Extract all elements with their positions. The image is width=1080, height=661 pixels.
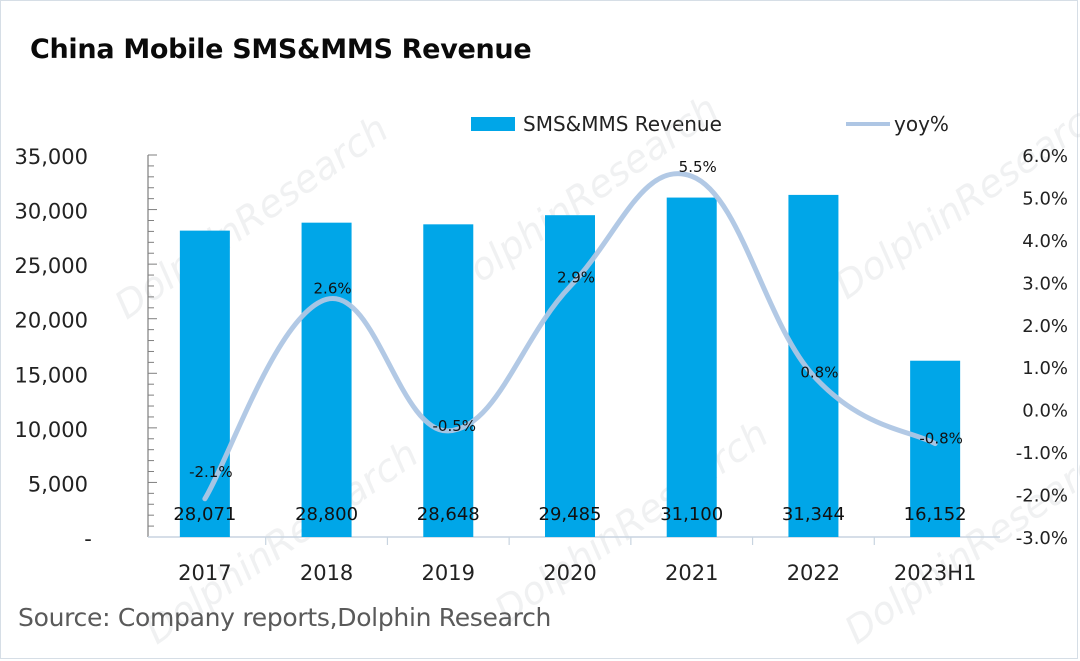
right-tick-label: 3.0%	[1022, 273, 1068, 294]
yoy-data-label: -2.1%	[189, 463, 233, 481]
bar-value-label: 29,485	[539, 504, 602, 525]
yoy-data-label: -0.5%	[433, 417, 477, 435]
right-tick-label: -3.0%	[1016, 528, 1068, 549]
legend-label-yoy: yoy%	[894, 112, 949, 136]
left-tick-label: -	[84, 527, 92, 551]
right-tick-label: 5.0%	[1022, 188, 1068, 209]
left-tick-label: 30,000	[15, 200, 88, 224]
bar-value-label: 28,071	[173, 504, 236, 525]
x-tick-label: 2020	[543, 561, 596, 585]
left-tick-label: 35,000	[15, 145, 88, 169]
yoy-data-label: 2.6%	[314, 279, 352, 297]
x-tick-label: 2023H1	[894, 561, 977, 585]
source-note: Source: Company reports,Dolphin Research	[18, 603, 552, 632]
bar-value-label: 31,100	[660, 504, 723, 525]
yoy-data-label: -0.8%	[919, 430, 963, 448]
left-tick-label: 25,000	[15, 254, 88, 278]
x-tick-label: 2022	[787, 561, 840, 585]
chart-title: China Mobile SMS&MMS Revenue	[30, 34, 532, 65]
right-tick-label: -1.0%	[1016, 443, 1068, 464]
bar	[301, 222, 352, 537]
right-tick-label: 2.0%	[1022, 316, 1068, 337]
right-tick-label: 1.0%	[1022, 358, 1068, 379]
yoy-data-label: 5.5%	[679, 158, 717, 176]
right-tick-label: 6.0%	[1022, 146, 1068, 167]
legend-item-revenue: SMS&MMS Revenue	[471, 112, 722, 136]
bar	[179, 230, 230, 537]
x-tick-label: 2018	[300, 561, 353, 585]
left-tick-label: 20,000	[15, 309, 88, 333]
left-tick-label: 15,000	[15, 363, 88, 387]
bar-value-label: 16,152	[904, 504, 967, 525]
yoy-data-label: 2.9%	[557, 269, 595, 287]
bar-value-label: 31,344	[782, 504, 845, 525]
legend-swatch-line	[846, 122, 890, 126]
x-tick-label: 2021	[665, 561, 718, 585]
left-tick-label: 10,000	[15, 418, 88, 442]
bar	[423, 224, 474, 537]
legend-label-revenue: SMS&MMS Revenue	[523, 112, 722, 136]
legend-item-yoy: yoy%	[846, 112, 949, 136]
bar	[666, 197, 717, 537]
x-tick-label: 2019	[422, 561, 475, 585]
right-tick-label: -2.0%	[1016, 486, 1068, 507]
legend-swatch-bar	[471, 117, 515, 131]
right-tick-label: 4.0%	[1022, 231, 1068, 252]
right-tick-label: 0.0%	[1022, 401, 1068, 422]
x-tick-label: 2017	[178, 561, 231, 585]
yoy-line	[202, 171, 938, 502]
left-tick-label: 5,000	[28, 472, 88, 496]
yoy-data-label: 0.8%	[800, 364, 838, 382]
bar-value-label: 28,648	[417, 504, 480, 525]
bar	[910, 360, 961, 537]
bar	[788, 194, 839, 537]
bar-value-label: 28,800	[295, 504, 358, 525]
